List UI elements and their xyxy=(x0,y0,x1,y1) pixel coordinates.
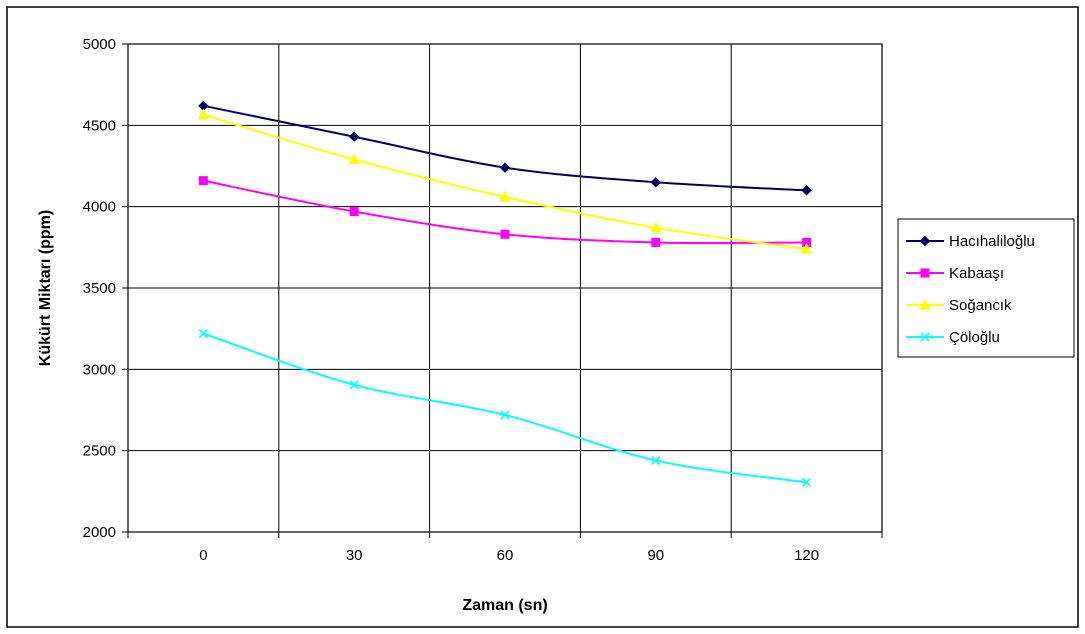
data-point xyxy=(802,477,812,487)
series-2 xyxy=(197,108,813,254)
legend-item: Kabaaşı xyxy=(906,265,1004,282)
data-point xyxy=(197,108,210,120)
data-point xyxy=(649,221,662,233)
legend-label: Soğancık xyxy=(949,297,1012,314)
y-tick-label: 2000 xyxy=(83,524,116,541)
data-point xyxy=(651,237,661,247)
series-group xyxy=(197,100,813,487)
legend-item: Hacıhaliloğlu xyxy=(906,233,1035,250)
data-point xyxy=(500,410,510,420)
data-point xyxy=(499,190,511,202)
legend-label: Kabaaşı xyxy=(949,265,1004,282)
data-point xyxy=(801,185,812,196)
legend-marker xyxy=(920,268,930,278)
x-tick-label: 30 xyxy=(346,547,363,564)
x-tick-label: 90 xyxy=(647,547,664,564)
y-tick-label: 4000 xyxy=(83,199,116,216)
data-point xyxy=(198,328,208,339)
y-tick-label: 3500 xyxy=(83,280,116,297)
series-3 xyxy=(198,328,812,487)
data-point xyxy=(348,153,361,164)
data-point xyxy=(651,455,661,465)
legend-items: Hacıhaliloğlu Kabaaşı Soğancık Çöloğlu xyxy=(906,233,1035,346)
x-tick-label: 120 xyxy=(794,547,819,564)
legend-marker xyxy=(919,235,931,247)
series-0 xyxy=(198,100,812,196)
data-point xyxy=(349,380,359,390)
data-point xyxy=(800,242,813,254)
y-axis-title: Kükürt Miktarı (ppm) xyxy=(37,210,54,366)
y-tick-label: 3000 xyxy=(83,361,116,378)
legend-label: Çöloğlu xyxy=(949,329,1000,346)
y-axis-ticks: 2000 2500 3000 3500 4000 4500 5000 xyxy=(83,36,128,541)
data-point xyxy=(650,177,662,188)
y-tick-label: 4500 xyxy=(83,117,116,134)
series-1 xyxy=(198,176,812,247)
legend-item: Soğancık xyxy=(906,297,1012,314)
x-axis-title: Zaman (sn) xyxy=(462,597,547,614)
x-tick-label: 0 xyxy=(199,547,207,564)
legend: Hacıhaliloğlu Kabaaşı Soğancık Çöloğlu xyxy=(897,218,1075,358)
legend-label: Hacıhaliloğlu xyxy=(949,233,1035,250)
y-tick-label: 5000 xyxy=(83,36,116,53)
legend-marker xyxy=(920,332,930,342)
data-point xyxy=(499,162,511,173)
data-point xyxy=(348,131,360,142)
legend-item: Çöloğlu xyxy=(906,329,1000,346)
data-point xyxy=(500,229,510,239)
legend-marker xyxy=(919,298,931,310)
data-point xyxy=(198,176,208,186)
x-axis-ticks: 0 30 60 90 120 xyxy=(127,532,883,564)
x-tick-label: 60 xyxy=(497,547,514,564)
y-tick-label: 2500 xyxy=(83,443,116,460)
data-point xyxy=(349,207,359,217)
